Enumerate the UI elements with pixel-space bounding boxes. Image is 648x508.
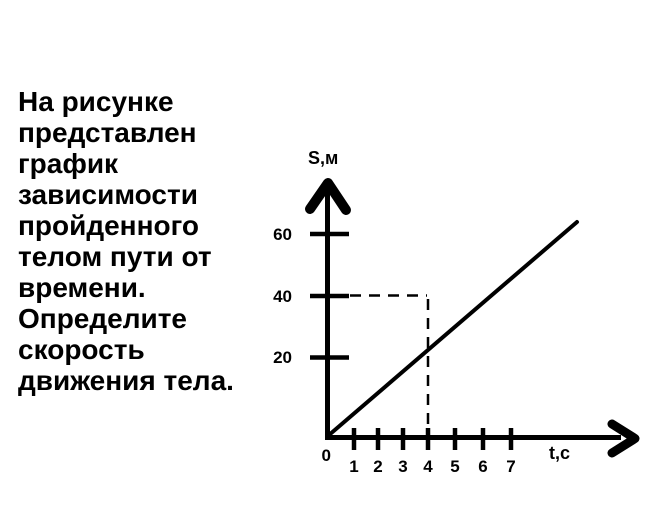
problem-line: скорость xyxy=(18,334,145,365)
x-tick-label-2: 2 xyxy=(373,457,382,476)
problem-line: представлен xyxy=(18,117,197,148)
y-tick-label-20: 20 xyxy=(273,348,292,367)
problem-line: телом пути от xyxy=(18,241,212,272)
x-tick-label-4: 4 xyxy=(423,457,433,476)
problem-text: На рисунке представлен график зависимост… xyxy=(18,86,234,396)
problem-line: зависимости xyxy=(18,179,198,210)
x-tick-label-6: 6 xyxy=(478,457,487,476)
x-axis-label: t,c xyxy=(549,443,570,463)
problem-line: Определите xyxy=(18,303,187,334)
problem-line: На рисунке xyxy=(18,86,174,117)
motion-graph-line xyxy=(327,220,579,437)
y-tick-label-60: 60 xyxy=(273,225,292,244)
origin-label: 0 xyxy=(322,446,331,465)
problem-line: движения тела. xyxy=(18,365,234,396)
problem-line: пройденного xyxy=(18,210,200,241)
x-tick-label-1: 1 xyxy=(349,457,358,476)
y-axis-label: S,м xyxy=(308,148,338,168)
x-tick-label-3: 3 xyxy=(398,457,407,476)
x-tick-label-5: 5 xyxy=(450,457,459,476)
x-tick-label-7: 7 xyxy=(506,457,515,476)
x-axis-arrow-icon xyxy=(607,419,640,458)
y-axis-arrow-icon xyxy=(305,178,351,215)
problem-line: график xyxy=(18,148,119,179)
problem-line: времени. xyxy=(18,272,146,303)
y-tick-label-40: 40 xyxy=(273,287,292,306)
